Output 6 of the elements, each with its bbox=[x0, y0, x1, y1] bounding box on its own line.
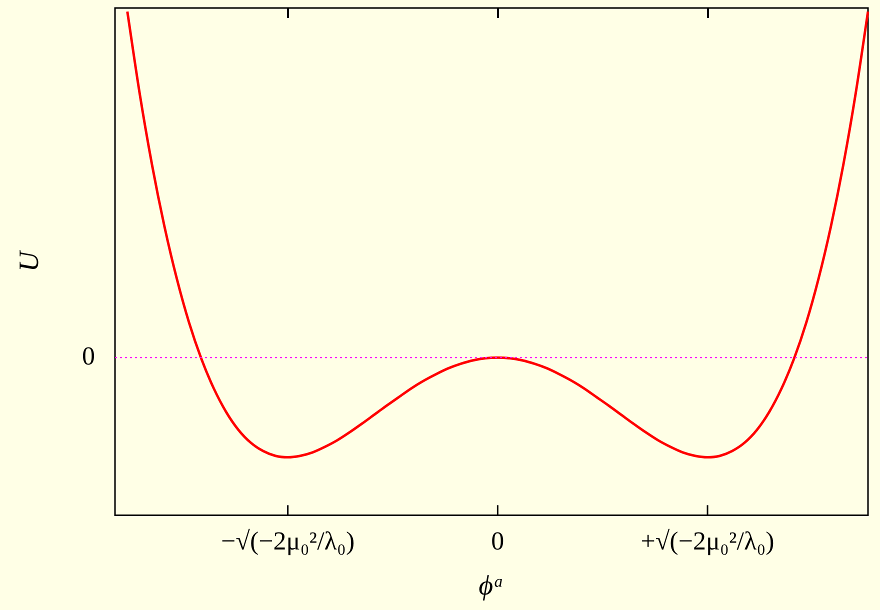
x-axis-title: ϕᵃ bbox=[478, 570, 504, 602]
x-tick-label: 0 bbox=[491, 526, 504, 556]
x-tick-label: −√(−2μ₀²/λ₀) bbox=[221, 526, 355, 556]
y-axis-title: U bbox=[14, 250, 46, 272]
ref-line-label: 0 bbox=[82, 341, 95, 370]
x-tick-label: +√(−2μ₀²/λ₀) bbox=[640, 526, 774, 556]
